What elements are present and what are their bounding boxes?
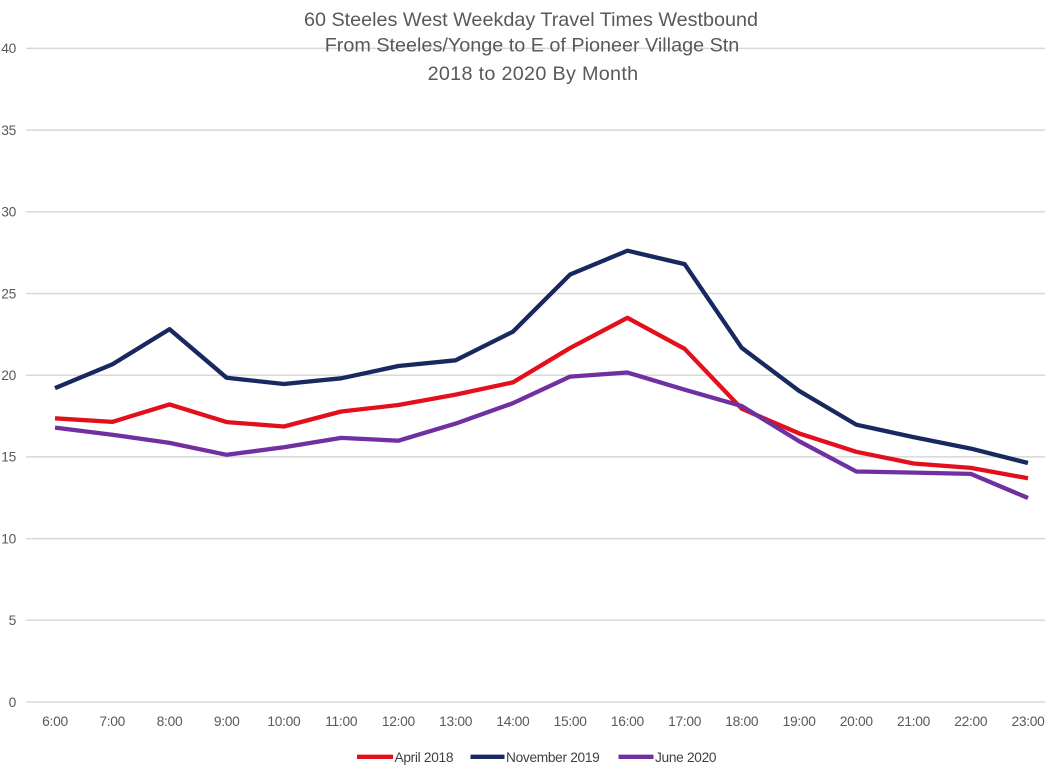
svg-text:22:00: 22:00: [954, 714, 988, 729]
svg-text:25: 25: [1, 286, 16, 301]
svg-text:0: 0: [9, 695, 17, 710]
svg-text:15: 15: [1, 450, 16, 465]
svg-text:6:00: 6:00: [42, 714, 68, 729]
svg-text:40: 40: [1, 41, 16, 56]
svg-text:11:00: 11:00: [325, 714, 358, 729]
svg-text:15:00: 15:00: [554, 714, 588, 729]
svg-text:From Steeles/Yonge to E of Pio: From Steeles/Yonge to E of Pioneer Villa…: [325, 35, 740, 57]
svg-text:9:00: 9:00: [214, 714, 240, 729]
svg-text:21:00: 21:00: [897, 714, 931, 729]
svg-text:8:00: 8:00: [157, 714, 183, 729]
svg-text:18:00: 18:00: [725, 714, 759, 729]
svg-text:10: 10: [1, 531, 16, 546]
svg-text:35: 35: [1, 123, 16, 138]
svg-text:2018 to 2020 By Month: 2018 to 2020 By Month: [428, 63, 639, 85]
svg-text:April 2018: April 2018: [395, 750, 454, 765]
svg-text:10:00: 10:00: [267, 714, 301, 729]
svg-text:5: 5: [9, 613, 17, 628]
svg-text:60 Steeles West Weekday Travel: 60 Steeles West Weekday Travel Times Wes…: [304, 9, 758, 31]
svg-text:20: 20: [1, 368, 16, 383]
svg-text:November 2019: November 2019: [506, 750, 600, 765]
svg-text:20:00: 20:00: [840, 714, 874, 729]
svg-text:June 2020: June 2020: [655, 750, 717, 765]
svg-text:7:00: 7:00: [99, 714, 125, 729]
svg-text:13:00: 13:00: [439, 714, 473, 729]
svg-text:12:00: 12:00: [382, 714, 416, 729]
svg-text:16:00: 16:00: [611, 714, 645, 729]
svg-text:17:00: 17:00: [668, 714, 702, 729]
svg-text:19:00: 19:00: [783, 714, 817, 729]
svg-text:23:00: 23:00: [1011, 714, 1045, 729]
svg-text:14:00: 14:00: [496, 714, 530, 729]
svg-text:30: 30: [1, 205, 16, 220]
